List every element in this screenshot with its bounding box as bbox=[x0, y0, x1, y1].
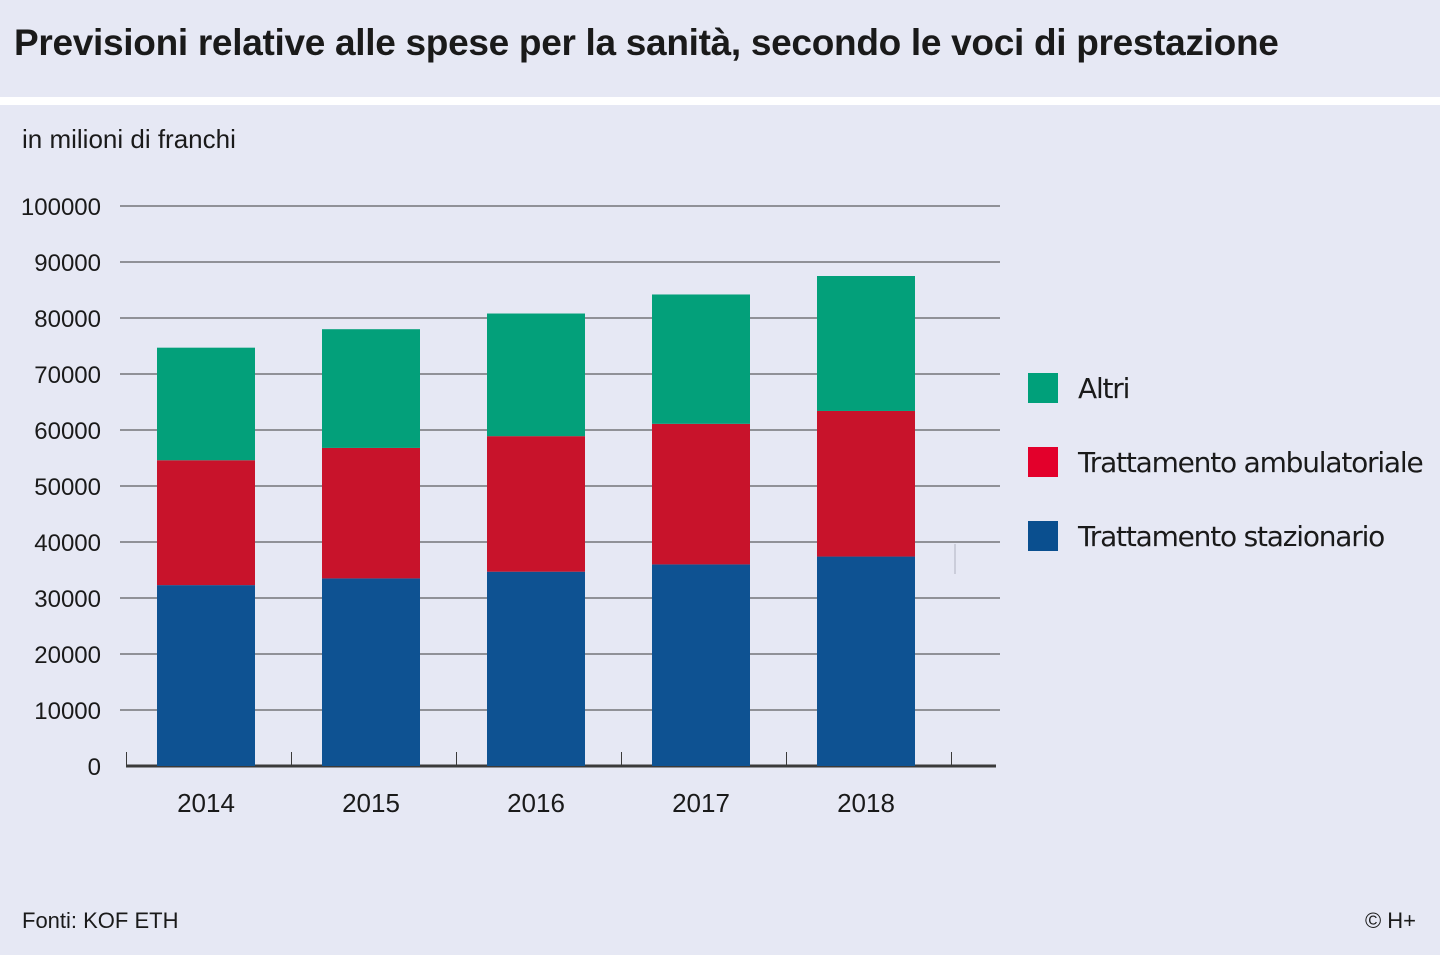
legend-swatch-stazionario bbox=[1028, 521, 1058, 551]
bar-2018-1 bbox=[817, 410, 915, 557]
bar-2015-1 bbox=[322, 447, 420, 579]
y-tick-label: 90000 bbox=[34, 250, 101, 277]
y-tick-label: 20000 bbox=[34, 642, 101, 669]
legend-label-stazionario: Trattamento stazionario bbox=[1078, 519, 1385, 553]
y-tick-label: 80000 bbox=[34, 306, 101, 333]
legend-item-stazionario: Trattamento stazionario bbox=[1028, 519, 1385, 553]
legend-item-altri: Altri bbox=[1028, 371, 1130, 405]
bar-2017-2 bbox=[652, 294, 750, 424]
bar-2018-0 bbox=[817, 556, 915, 766]
y-tick-label: 30000 bbox=[34, 586, 101, 613]
bar-2016-1 bbox=[487, 436, 585, 572]
y-tick-label: 100000 bbox=[21, 194, 101, 221]
x-tick-label-2016: 2016 bbox=[507, 788, 565, 818]
source-note: Fonti: KOF ETH bbox=[22, 908, 179, 933]
bar-2015-2 bbox=[322, 329, 420, 448]
x-tick-label-2014: 2014 bbox=[177, 788, 235, 818]
bar-2014-2 bbox=[157, 347, 255, 461]
y-tick-label: 70000 bbox=[34, 362, 101, 389]
bar-2016-0 bbox=[487, 571, 585, 766]
x-tick-label-2018: 2018 bbox=[837, 788, 895, 818]
y-tick-label: 50000 bbox=[34, 474, 101, 501]
bar-2016-2 bbox=[487, 313, 585, 437]
legend-swatch-ambulatoriale bbox=[1028, 447, 1058, 477]
page-title: Previsioni relative alle spese per la sa… bbox=[14, 22, 1279, 63]
title-bar: Previsioni relative alle spese per la sa… bbox=[0, 0, 1440, 97]
bar-2017-1 bbox=[652, 423, 750, 565]
legend-label-ambulatoriale: Trattamento ambulatoriale bbox=[1078, 445, 1424, 479]
bar-2017-0 bbox=[652, 564, 750, 766]
bar-2015-0 bbox=[322, 578, 420, 766]
title-divider bbox=[0, 97, 1440, 105]
copyright-note: © H+ bbox=[1364, 908, 1416, 933]
y-tick-label: 0 bbox=[88, 754, 101, 781]
y-tick-label: 10000 bbox=[34, 698, 101, 725]
legend-swatch-altri bbox=[1028, 373, 1058, 403]
legend-item-ambulatoriale: Trattamento ambulatoriale bbox=[1028, 445, 1424, 479]
bar-2018-2 bbox=[817, 276, 915, 411]
x-tick-label-2015: 2015 bbox=[342, 788, 400, 818]
bar-2014-1 bbox=[157, 460, 255, 586]
y-tick-label: 40000 bbox=[34, 530, 101, 557]
x-tick-label-2017: 2017 bbox=[672, 788, 730, 818]
legend-label-altri: Altri bbox=[1078, 371, 1130, 405]
bar-2014-0 bbox=[157, 585, 255, 766]
unit-label: in milioni di franchi bbox=[22, 124, 236, 154]
y-tick-label: 60000 bbox=[34, 418, 101, 445]
